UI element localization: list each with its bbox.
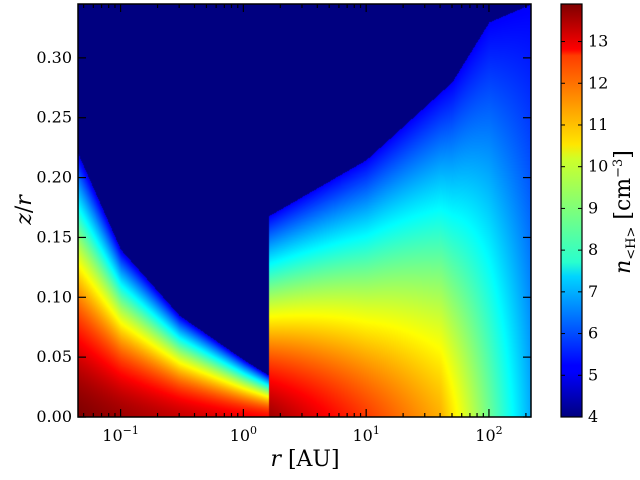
colorbar-tick-label: 10 xyxy=(588,157,608,176)
y-axis-label: z/r xyxy=(12,194,37,226)
y-tick-label: 0.15 xyxy=(36,227,72,246)
plot-frame xyxy=(77,3,532,418)
colorbar: 4 5 6 7 8 9 10 11 12 13 n<H> [cm−3] xyxy=(560,3,639,426)
y-tick-label: 0.30 xyxy=(36,48,72,67)
colorbar-tick-label: 6 xyxy=(588,324,598,343)
y-tick-label: 0.20 xyxy=(36,168,72,187)
x-tick-label: 100 xyxy=(230,424,257,445)
x-tick-label: 10−1 xyxy=(102,424,139,445)
y-tick-label: 0.00 xyxy=(36,407,72,426)
x-axis: 10−1 100 101 102 xyxy=(83,4,527,445)
y-tick-label: 0.25 xyxy=(36,108,72,127)
y-axis: 0.00 0.05 0.10 0.15 0.20 0.25 0.30 xyxy=(36,48,531,426)
colorbar-label: n<H> [cm−3] xyxy=(611,150,639,274)
x-axis-label: r [AU] xyxy=(270,447,339,472)
colorbar-tick-label: 13 xyxy=(588,32,608,51)
colorbar-tick-label: 7 xyxy=(588,282,598,301)
colorbar-gradient xyxy=(560,3,583,418)
colorbar-tick-label: 5 xyxy=(588,365,598,384)
x-tick-label: 101 xyxy=(352,424,379,445)
x-tick-label: 102 xyxy=(475,424,502,445)
colorbar-tick-label: 9 xyxy=(588,198,598,217)
y-tick-label: 0.05 xyxy=(36,347,72,366)
density-field xyxy=(78,4,531,417)
colorbar-tick-label: 4 xyxy=(588,407,598,426)
heatmap xyxy=(78,4,531,417)
y-tick-label: 0.10 xyxy=(36,287,72,306)
colorbar-tick-label: 11 xyxy=(588,115,608,134)
colorbar-tick-label: 12 xyxy=(588,73,608,92)
colorbar-tick-label: 8 xyxy=(588,240,598,259)
colorbar-ticks: 4 5 6 7 8 9 10 11 12 13 xyxy=(561,32,608,426)
